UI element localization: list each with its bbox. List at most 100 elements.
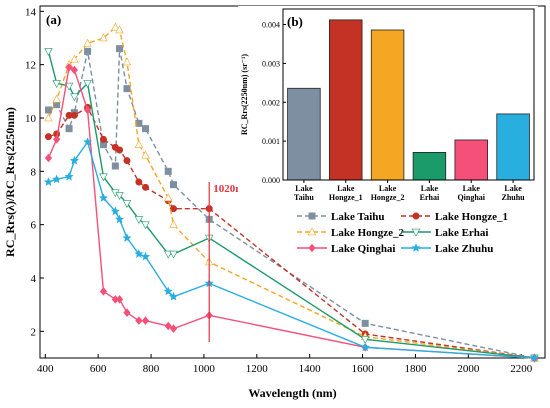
x-tick-label: 1600 (352, 363, 375, 375)
inset-x-axis: LakeTaihuLakeHongze_1LakeHongze_2LakeErh… (294, 180, 525, 202)
data-point-lake-hongze-2 (83, 38, 92, 47)
data-point-lake-erhai (141, 221, 150, 230)
inset-y-axis-label: RC_Rrs(2250nm) (sr⁻¹) (240, 54, 249, 135)
data-point-lake-erhai (169, 250, 178, 259)
x-tick-label: 2200 (510, 363, 533, 375)
inset-category-label: Qinghai (457, 193, 485, 202)
inset-category-label: Lake (504, 184, 522, 193)
x-tick-label: 1200 (246, 363, 269, 375)
data-point-lake-qinghai (83, 105, 92, 115)
data-point-lake-hongze-2 (141, 150, 150, 159)
data-point-lake-zhuhu (122, 233, 132, 242)
x-tick-label: 600 (90, 363, 107, 375)
data-point-lake-erhai (134, 216, 144, 224)
data-point-lake-qinghai (44, 153, 53, 163)
panel-b-label: (b) (287, 14, 303, 29)
data-point-lake-zhuhu (360, 342, 370, 352)
inset-y-tick-label: 0.004 (262, 21, 280, 30)
y-tick-label: 10 (25, 113, 37, 125)
legend-label-lake-hongze-2: Lake Hongze_2 (331, 227, 405, 239)
panel-a-label: (a) (46, 12, 61, 27)
inset-y-tick-label: 0.003 (262, 59, 280, 68)
data-point-lake-erhai (64, 82, 74, 91)
data-point-lake-zhuhu (163, 286, 173, 296)
data-point-lake-hongze-1 (135, 178, 143, 186)
main-series-group (43, 22, 539, 363)
data-point-lake-qinghai (115, 295, 124, 304)
inset-category-label: Lake (295, 184, 313, 193)
series-line-lake-erhai (47, 51, 535, 359)
data-point-lake-hongze-1 (44, 133, 52, 141)
x-tick-label: 400 (37, 363, 54, 375)
data-point-lake-hongze-1 (123, 157, 131, 165)
data-point-lake-zhuhu (43, 177, 54, 186)
data-point-lake-zhuhu (168, 291, 179, 301)
data-point-lake-hongze-2 (70, 54, 79, 63)
wavelength-annotation: 1020nm (208, 182, 250, 342)
main-y-axis: 2 4 6 8 10 12 14 (25, 6, 44, 338)
data-point-lake-zhuhu (529, 353, 539, 362)
main-line-chart: 400 600 800 1000 1200 1400 1600 1800 2000 2200 2 4… (3, 5, 546, 400)
data-point-lake-hongze-1 (141, 183, 149, 191)
data-point-lake-erhai (361, 336, 370, 344)
data-point-lake-taihu (361, 319, 369, 327)
data-point-lake-qinghai (169, 324, 178, 333)
x-tick-label: 1000 (193, 363, 216, 375)
series-lake-zhuhu (43, 137, 539, 362)
data-point-lake-taihu (141, 125, 149, 133)
data-point-lake-qinghai (65, 63, 73, 72)
data-point-lake-zhuhu (110, 206, 120, 216)
data-point-lake-erhai (83, 80, 92, 88)
data-point-lake-taihu (65, 125, 73, 133)
data-point-lake-zhuhu (52, 174, 62, 184)
data-point-lake-zhuhu (140, 251, 151, 261)
data-point-lake-erhai (164, 250, 173, 259)
data-point-lake-qinghai (141, 316, 150, 325)
y-tick-label: 6 (31, 220, 37, 232)
inset-category-label: Lake (337, 184, 355, 193)
inset-category-label: Erhai (420, 193, 440, 202)
data-point-lake-taihu (44, 106, 52, 114)
data-point-lake-hongze-2 (169, 220, 178, 228)
inset-category-label: Zhuhu (502, 193, 526, 202)
data-point-lake-hongze-2 (111, 22, 120, 31)
series-line-lake-zhuhu (48, 140, 535, 359)
data-point-lake-zhuhu (83, 137, 93, 146)
series-lake-qinghai (44, 63, 539, 363)
y-tick-label: 14 (25, 6, 37, 18)
y-tick-label: 4 (31, 273, 37, 285)
data-point-lake-hongze-2 (99, 33, 108, 42)
y-axis-label: RC_Rrs(λ)/RC_Rrs(2250nm) (3, 107, 17, 257)
inset-y-tick-label: 0.002 (262, 98, 280, 107)
inset-y-tick-label: 0.000 (262, 176, 280, 185)
data-point-lake-hongze-2 (52, 94, 61, 103)
bar-lake-zhuhu (496, 113, 530, 181)
legend-marker-lake-taihu (308, 212, 316, 220)
legend-marker-lake-erhai (411, 228, 421, 237)
series-line-lake-qinghai (47, 66, 535, 359)
data-point-lake-hongze-2 (164, 193, 173, 202)
inset-category-label: Lake (421, 184, 439, 193)
data-point-lake-zhuhu (98, 193, 109, 202)
x-tick-label: 2000 (457, 363, 480, 375)
data-point-lake-hongze-1 (99, 135, 107, 143)
inset-bars (287, 19, 530, 181)
legend-label-lake-qinghai: Lake Qinghai (331, 243, 396, 255)
data-point-lake-hongze-2 (115, 25, 124, 34)
legend-label-lake-erhai: Lake Erhai (435, 227, 488, 239)
data-point-lake-taihu (84, 47, 92, 55)
data-point-lake-taihu (123, 85, 131, 93)
legend: Lake Taihu Lake Hongze_1 Lake Hongze_2 Lake… (297, 211, 508, 255)
data-point-lake-erhai (52, 80, 61, 88)
y-tick-label: 2 (31, 326, 37, 338)
data-point-lake-hongze-2 (122, 57, 132, 66)
data-point-lake-zhuhu (115, 214, 125, 224)
y-tick-label: 12 (25, 60, 36, 72)
data-point-lake-erhai (122, 200, 132, 208)
inset-category-label: Lake (379, 184, 397, 193)
data-point-lake-qinghai (99, 287, 108, 296)
data-point-lake-hongze-1 (170, 205, 178, 213)
data-point-lake-hongze-1 (116, 146, 124, 154)
data-point-lake-zhuhu (134, 249, 144, 258)
